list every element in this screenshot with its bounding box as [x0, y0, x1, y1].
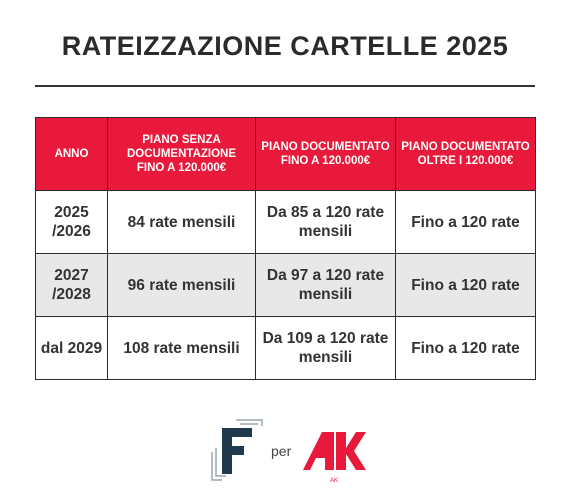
connector-text: per	[271, 443, 292, 459]
plan-undocumented-cell: 108 rate mensili	[107, 316, 256, 380]
year-cell: 2027 /2028	[35, 253, 108, 317]
header-plan-undocumented: PIANO SENZA DOCUMENTAZIONE FINO A 120.00…	[107, 117, 256, 191]
plan-undocumented-cell: 96 rate mensili	[107, 253, 256, 317]
title-divider	[35, 85, 535, 87]
plan-documented-cell: Da 85 a 120 rate mensili	[255, 190, 396, 254]
year-cell: dal 2029	[35, 316, 108, 380]
table-header-row: ANNO PIANO SENZA DOCUMENTAZIONE FINO A 1…	[35, 117, 536, 191]
installments-table: ANNO PIANO SENZA DOCUMENTAZIONE FINO A 1…	[35, 117, 536, 380]
table-row: dal 2029 108 rate mensili Da 109 a 120 r…	[35, 316, 536, 380]
f-logo: F	[211, 419, 263, 481]
ak-logo-letters: AK	[330, 478, 338, 484]
plan-documented-over-cell: Fino a 120 rate	[395, 190, 536, 254]
header-year: ANNO	[35, 117, 108, 191]
header-plan-documented: PIANO DOCUMENTATO FINO A 120.000€	[255, 117, 396, 191]
plan-undocumented-cell: 84 rate mensili	[107, 190, 256, 254]
plan-documented-cell: Da 109 a 120 rate mensili	[255, 316, 396, 380]
plan-documented-cell: Da 97 a 120 rate mensili	[255, 253, 396, 317]
year-cell: 2025 /2026	[35, 190, 108, 254]
table-row: 2025 /2026 84 rate mensili Da 85 a 120 r…	[35, 190, 536, 254]
header-plan-documented-over: PIANO DOCUMENTATO OLTRE I 120.000€	[395, 117, 536, 191]
plan-documented-over-cell: Fino a 120 rate	[395, 253, 536, 317]
table-row: 2027 /2028 96 rate mensili Da 97 a 120 r…	[35, 253, 536, 317]
f-logo-letter: F	[226, 462, 232, 473]
footer-logos: F per AK	[0, 418, 570, 488]
page-title: RATEIZZAZIONE CARTELLE 2025	[61, 31, 509, 61]
plan-documented-over-cell: Fino a 120 rate	[395, 316, 536, 380]
footer-logos-graphic: F per AK	[211, 419, 366, 484]
ak-logo: AK	[303, 432, 366, 484]
